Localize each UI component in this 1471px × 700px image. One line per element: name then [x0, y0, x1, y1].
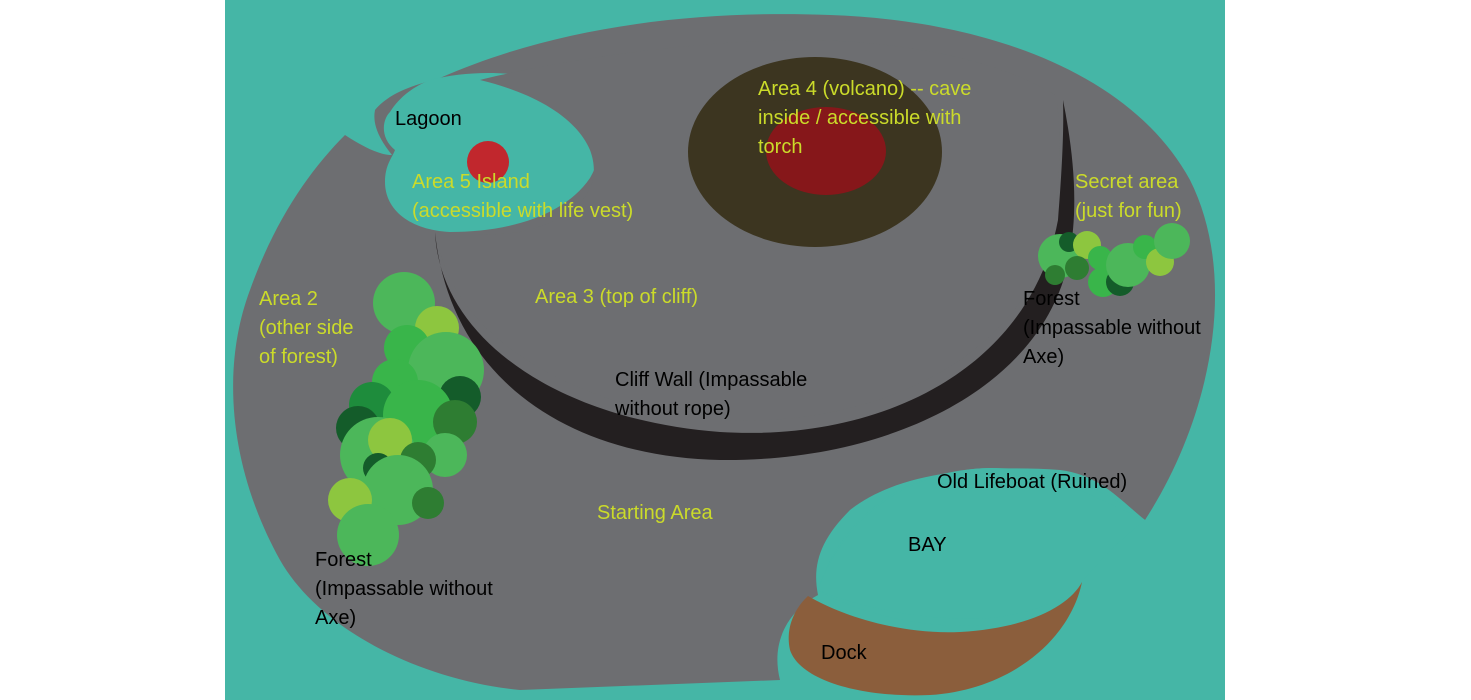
area5-label-line: Area 5 Island [412, 171, 530, 193]
forest-east-label-line: Axe) [1023, 346, 1064, 368]
tree [433, 400, 477, 444]
area2-label-line: Area 2 [259, 288, 318, 310]
tree [1065, 256, 1089, 280]
cliff-wall-label: Cliff Wall (Impassable without rope) [614, 369, 813, 420]
forest-west-label-line: (Impassable without [315, 578, 493, 600]
area4-label-line: inside / accessible with [758, 107, 961, 129]
area5-label-line: (accessible with life vest) [412, 200, 633, 222]
area2-label-line: (other side [259, 317, 354, 339]
tree [1154, 223, 1190, 259]
bay-water-fill [818, 468, 1145, 619]
tree [368, 418, 412, 462]
tree [337, 504, 399, 566]
secret-area-label-line: Secret area [1075, 171, 1179, 193]
tree [1045, 265, 1065, 285]
tree [412, 487, 444, 519]
dock-label: Dock [821, 642, 868, 664]
forest-east-label-line: Forest [1023, 288, 1080, 310]
volcano-crater [766, 107, 886, 195]
forest-east [1038, 223, 1190, 297]
secret-area-label-line: (just for fun) [1075, 200, 1182, 222]
area3-label: Area 3 (top of cliff) [535, 286, 698, 308]
area4-label-line: torch [758, 136, 802, 158]
secret-area-label: Secret area (just for fun) [1075, 171, 1184, 222]
area2-label: Area 2 (other side of forest) [259, 288, 359, 368]
area5-island-marker [467, 141, 509, 183]
lifeboat-label: Old Lifeboat (Ruined) [937, 471, 1127, 493]
starting-area-label: Starting Area [597, 502, 714, 524]
bay-label: BAY [908, 534, 947, 556]
forest-west-label-line: Forest [315, 549, 372, 571]
tree [1088, 246, 1112, 270]
forest-west-label: Forest (Impassable without Axe) [315, 549, 498, 629]
cliff-wall-label-line: Cliff Wall (Impassable [615, 369, 807, 391]
forest-west [328, 272, 484, 566]
lagoon-label: Lagoon [395, 108, 462, 130]
dock [788, 582, 1082, 696]
area5-label: Area 5 Island (accessible with life vest… [412, 171, 633, 222]
forest-east-label-line: (Impassable without [1023, 317, 1201, 339]
area4-label: Area 4 (volcano) -- cave inside / access… [758, 78, 977, 158]
cliff-wall-label-line: without rope) [614, 398, 731, 420]
forest-west-label-line: Axe) [315, 607, 356, 629]
area2-label-line: of forest) [259, 346, 338, 368]
area4-label-line: Area 4 (volcano) -- cave [758, 78, 971, 100]
forest-east-label: Forest (Impassable without Axe) [1023, 288, 1206, 368]
